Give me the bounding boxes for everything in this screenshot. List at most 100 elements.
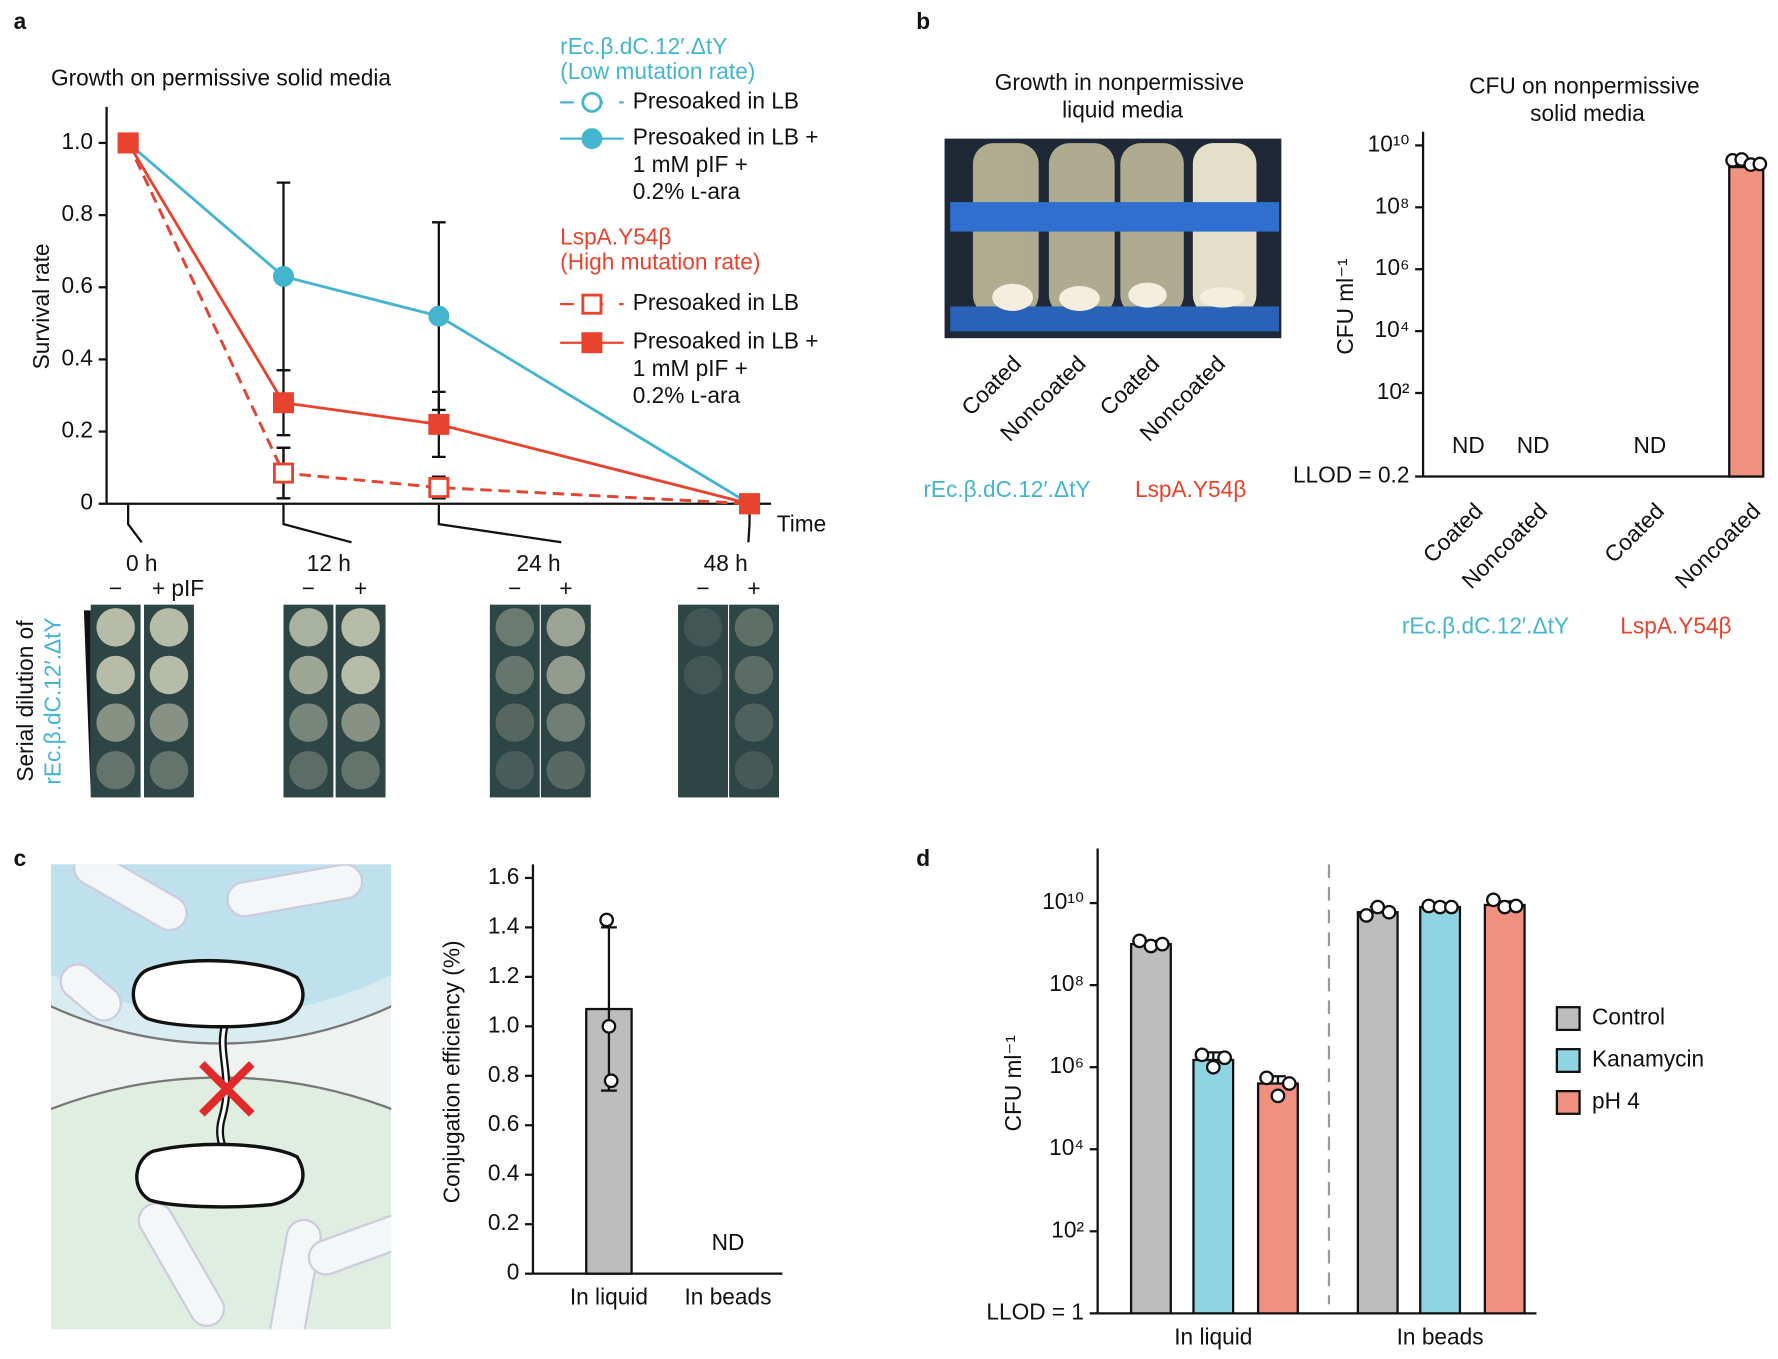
plate-label: − <box>696 575 709 601</box>
plate-spot <box>734 703 774 742</box>
plate-spot <box>289 750 328 790</box>
bar <box>1728 165 1765 478</box>
point <box>581 128 603 150</box>
x-tick-label: Noncoated <box>1669 498 1765 594</box>
plate-spot <box>341 750 380 790</box>
legend-group-title: LspA.Y54β <box>560 223 671 249</box>
plate-spot <box>546 750 586 790</box>
point <box>739 493 761 515</box>
illustration <box>51 864 392 1330</box>
plate-spot <box>683 655 723 695</box>
y-tick-label: LLOD = 0.2 <box>1293 462 1410 488</box>
point <box>428 305 450 327</box>
x-tick-label: In beads <box>685 1284 772 1310</box>
legend-swatch <box>1555 1048 1581 1073</box>
plate-photo <box>678 604 728 798</box>
plate-label: + pIF <box>152 575 204 601</box>
y-tick-label: 0.2 <box>61 417 93 443</box>
point <box>272 265 294 287</box>
legend-label: Presoaked in LB <box>633 87 799 113</box>
plate-spot <box>149 750 189 790</box>
data-point <box>1359 908 1374 923</box>
plate-spot <box>734 750 774 790</box>
bar <box>1192 1058 1235 1315</box>
plate-ylabel: Serial dilution of <box>12 620 38 782</box>
y-tick-label: 0.6 <box>488 1110 520 1136</box>
data-point <box>1381 904 1397 920</box>
photo-title: Growth in nonpermissive liquid media <box>995 69 1251 122</box>
point <box>581 91 603 113</box>
x-tick-label: 48 h <box>704 550 748 576</box>
chart-title: Growth on permissive solid media <box>51 65 391 91</box>
value-label: ND <box>1452 432 1485 458</box>
plate-spot <box>289 608 328 647</box>
plate-spot <box>149 703 189 742</box>
plate-spot <box>495 750 535 790</box>
bar <box>1419 905 1462 1315</box>
value-label: ND <box>712 1229 745 1255</box>
y-tick-label: 0.8 <box>61 200 93 226</box>
y-tick-label: 1.4 <box>488 912 520 938</box>
plate-spot <box>495 608 535 647</box>
x-tick-label: 0 h <box>126 550 158 576</box>
point <box>117 132 139 154</box>
data-point <box>1217 1050 1233 1066</box>
legend-group-subtitle: (High mutation rate) <box>560 248 760 274</box>
data-point <box>1508 898 1524 914</box>
plate-label: − <box>302 575 315 601</box>
data-point <box>1281 1076 1297 1091</box>
y-tick-label: 10² <box>1377 378 1410 404</box>
y-tick-label: 10¹⁰ <box>1042 888 1084 914</box>
data-point <box>1270 1088 1286 1104</box>
plate-spot <box>495 655 535 695</box>
plate-photo <box>489 604 540 798</box>
x-tick-label: In liquid <box>570 1284 648 1310</box>
legend-label: Presoaked in LB <box>633 289 799 315</box>
x-tick <box>127 503 143 543</box>
y-axis-label: CFU ml⁻¹ <box>1000 1035 1026 1132</box>
y-tick-label: 0.4 <box>488 1160 520 1186</box>
value-label: ND <box>1517 432 1550 458</box>
bar <box>1483 903 1526 1315</box>
plate-label: + <box>354 575 367 601</box>
legend-label: Control <box>1592 1004 1665 1030</box>
legend-label: Presoaked in LB + 1 mM pIF + 0.2% ʟ-ara <box>633 328 825 408</box>
y-tick-label: 1.2 <box>488 962 520 988</box>
y-tick-label: 0 <box>507 1259 520 1285</box>
y-tick-label: 10² <box>1051 1216 1084 1242</box>
y-tick-label: 0.2 <box>488 1209 520 1235</box>
plate-spot <box>546 608 586 647</box>
data-point <box>1154 936 1170 952</box>
bar <box>1256 1082 1299 1315</box>
panel-letter: c <box>14 845 27 871</box>
point <box>272 392 294 414</box>
panel-letter: d <box>916 845 930 871</box>
plate-spot <box>734 655 774 695</box>
y-tick-label: 10⁴ <box>1375 316 1410 342</box>
dilution-wedge <box>83 610 91 795</box>
legend-group-title: rEc.β.dC.12′.ΔtY <box>560 33 727 59</box>
group-label: rEc.β.dC.12′.ΔtY <box>923 476 1090 502</box>
x-tick-label: In liquid <box>1174 1323 1252 1349</box>
legend-group-subtitle: (Low mutation rate) <box>560 58 755 84</box>
y-tick-label: 10⁸ <box>1375 192 1410 218</box>
group-label: LspA.Y54β <box>1620 612 1731 638</box>
y-tick-label: 0 <box>80 489 93 515</box>
x-axis-label: Time <box>777 510 827 536</box>
data-point <box>1486 892 1501 908</box>
data-point <box>1259 1070 1274 1086</box>
point <box>272 462 294 484</box>
series-line <box>126 142 750 506</box>
bar <box>1129 942 1172 1315</box>
plate-spot <box>289 703 328 742</box>
x-tick-label: In beads <box>1397 1323 1484 1349</box>
y-tick-label: 1.0 <box>488 1011 520 1037</box>
y-axis-label: CFU ml⁻¹ <box>1332 258 1358 355</box>
plate-spot <box>683 608 723 647</box>
y-axis-label: Conjugation efficiency (%) <box>439 940 465 1203</box>
data-point <box>1444 899 1459 915</box>
plate-label: + <box>559 575 572 601</box>
plate-spot <box>96 750 135 790</box>
y-tick-label: 1.6 <box>488 863 520 889</box>
